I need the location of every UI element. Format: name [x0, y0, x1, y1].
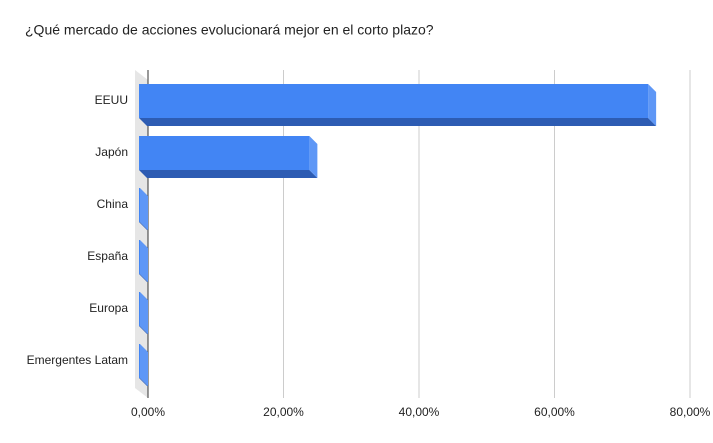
- bar-bottom: [139, 274, 148, 282]
- x-tick-label: 20,00%: [263, 405, 304, 419]
- bar-side: [648, 84, 657, 126]
- bar: [139, 292, 140, 326]
- y-tick-label: Emergentes Latam: [27, 353, 128, 367]
- bar: [139, 344, 140, 378]
- y-tick-label: China: [97, 197, 129, 211]
- chart-title: ¿Qué mercado de acciones evolucionará me…: [25, 22, 434, 38]
- x-tick-label: 40,00%: [399, 405, 440, 419]
- bar-bottom: [139, 378, 148, 386]
- x-tick-label: 0,00%: [131, 405, 165, 419]
- bar: [139, 188, 140, 222]
- x-tick-label: 80,00%: [670, 405, 711, 419]
- bar-bottom: [139, 118, 657, 126]
- bar-bottom: [139, 326, 148, 334]
- y-tick-label: Europa: [89, 301, 128, 315]
- bar-bottom: [139, 222, 148, 230]
- bar-bottom: [139, 170, 318, 178]
- y-tick-label: Japón: [95, 145, 128, 159]
- bar: [139, 240, 140, 274]
- bar: [139, 136, 310, 170]
- bar-side: [140, 292, 148, 334]
- bar: [139, 84, 649, 118]
- y-tick-label: EEUU: [95, 93, 128, 107]
- bar-side: [140, 240, 148, 282]
- x-tick-label: 60,00%: [534, 405, 575, 419]
- bar-side: [140, 188, 148, 230]
- y-tick-label: España: [87, 249, 128, 263]
- bar-side: [309, 136, 318, 178]
- bar-side: [140, 344, 148, 386]
